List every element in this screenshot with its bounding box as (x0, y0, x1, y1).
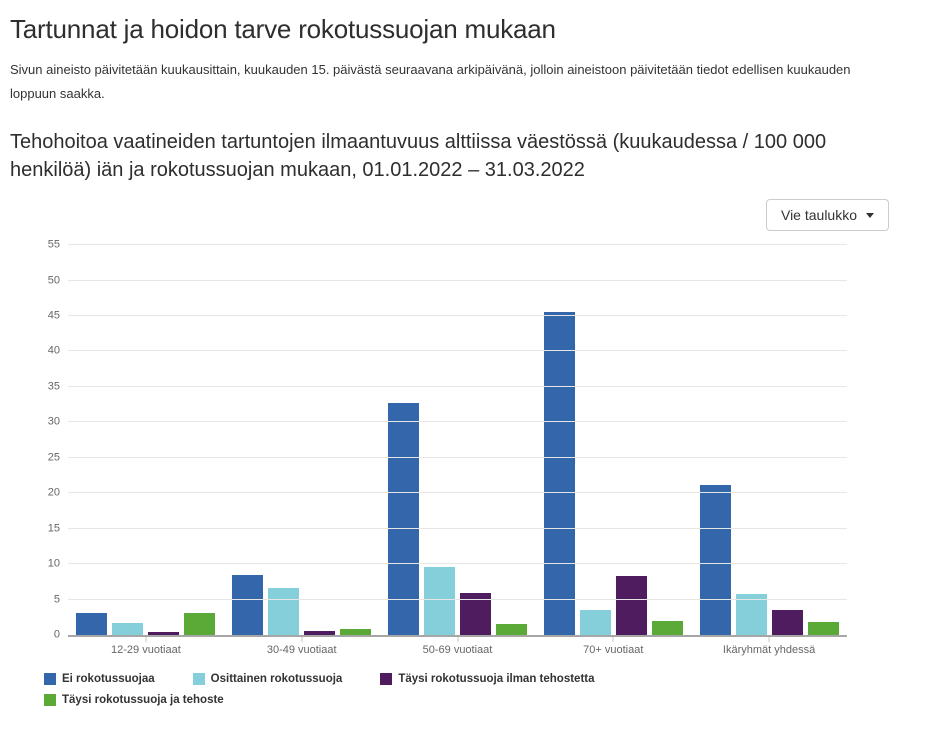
bar[interactable] (579, 610, 611, 636)
legend-item[interactable]: Täysi rokotussuoja ilman tehostetta (380, 673, 595, 686)
bar[interactable] (148, 632, 180, 636)
bar[interactable] (699, 484, 731, 636)
page-title: Tartunnat ja hoidon tarve rokotussuojan … (10, 14, 556, 44)
y-axis-tick-label: 20 (47, 486, 60, 499)
bar-group (691, 245, 847, 636)
grid-line (68, 421, 847, 423)
y-axis-tick-label: 35 (47, 380, 60, 393)
bar-group (68, 245, 224, 636)
legend-item[interactable]: Ei rokotussuojaa (44, 673, 155, 686)
legend-item[interactable]: Täysi rokotussuoja ja tehoste (44, 694, 224, 707)
grid-line (68, 456, 847, 458)
y-axis-tick-label: 55 (47, 238, 60, 251)
x-axis-tick (612, 637, 614, 643)
bar[interactable] (304, 630, 336, 636)
x-axis-labels: 12-29 vuotiaat 30-49 vuotiaat 50-69 vuotia… (68, 644, 847, 656)
x-axis-category-label: 30-49 vuotiaat (266, 644, 337, 657)
bar-groups (68, 245, 847, 636)
x-axis-tick (457, 637, 458, 643)
y-axis-tick-label: 40 (47, 344, 60, 357)
legend-item[interactable]: Osittainen rokotussuoja (192, 673, 343, 686)
bar[interactable] (268, 587, 300, 636)
grid-line (68, 598, 847, 600)
bar-chart: 0 5 10 15 20 25 30 35 40 45 50 55 12-29 vuotiaat 30-… (10, 239, 889, 707)
bar[interactable] (651, 620, 683, 636)
bar[interactable] (771, 610, 803, 636)
grid-line (68, 315, 847, 317)
y-axis-tick-label: 25 (47, 451, 60, 464)
x-axis-category-label: 50-69 vuotiaat (422, 644, 493, 657)
y-axis-tick-label: 10 (47, 557, 60, 570)
legend-label: Täysi rokotussuoja ilman tehostetta (398, 673, 595, 686)
y-axis-tick-label: 30 (47, 415, 60, 428)
legend-swatch (44, 694, 56, 707)
bar-group (224, 245, 380, 636)
bar-group (535, 245, 691, 636)
bar[interactable] (423, 567, 455, 636)
x-axis-category-label: Ikäryhmät yhdessä (722, 644, 816, 657)
bar[interactable] (76, 613, 108, 636)
bar[interactable] (232, 574, 264, 636)
grid-line (68, 527, 847, 529)
y-axis-tick-label: 0 (53, 628, 60, 641)
bar-group (380, 245, 536, 636)
export-table-button[interactable]: Vie taulukko (765, 199, 889, 232)
grid-line (68, 492, 847, 494)
bar[interactable] (735, 593, 767, 636)
grid-line (68, 385, 847, 387)
page: Tartunnat ja hoidon tarve rokotussuojan … (10, 14, 889, 707)
bar[interactable] (387, 403, 419, 636)
bar[interactable] (459, 593, 491, 636)
caret-down-icon (866, 212, 874, 218)
legend-swatch (380, 673, 393, 686)
legend-swatch (192, 673, 205, 686)
bar[interactable] (615, 576, 647, 636)
chart-legend: Ei rokotussuojaa Osittainen rokotussuoja T… (44, 673, 684, 707)
grid-line (68, 244, 847, 246)
bar[interactable] (112, 623, 144, 636)
export-table-button-label: Vie taulukko (780, 207, 857, 224)
legend-label: Osittainen rokotussuoja (210, 673, 343, 686)
chart-toolbar: Vie taulukko (10, 199, 889, 232)
grid-line (68, 279, 847, 281)
update-note: Sivun aineisto päivitetään kuukausittain… (10, 62, 851, 102)
bar[interactable] (495, 623, 527, 636)
legend-swatch (44, 673, 56, 686)
y-axis-tick-label: 45 (47, 309, 60, 322)
legend-label: Ei rokotussuojaa (62, 673, 155, 686)
y-axis-tick-label: 15 (47, 522, 60, 535)
x-axis-category-label: 70+ vuotiaat (583, 644, 644, 657)
plot-area: 0 5 10 15 20 25 30 35 40 45 50 55 (48, 239, 847, 643)
bar[interactable] (807, 621, 839, 636)
x-axis-tick (145, 637, 147, 643)
legend-label: Täysi rokotussuoja ja tehoste (62, 694, 224, 707)
x-axis-tick (768, 637, 770, 643)
bar[interactable] (543, 311, 575, 636)
grid-line (68, 563, 847, 565)
bar[interactable] (340, 628, 372, 636)
chart-title: Tehohoitoa vaatineiden tartuntojen ilmaa… (10, 131, 827, 182)
y-axis-tick-label: 50 (47, 274, 60, 287)
x-axis-tick (301, 637, 303, 643)
x-axis-category-label: 12-29 vuotiaat (111, 644, 181, 657)
y-axis-tick-label: 5 (53, 593, 60, 606)
bar[interactable] (184, 613, 216, 636)
grid-line (68, 350, 847, 352)
